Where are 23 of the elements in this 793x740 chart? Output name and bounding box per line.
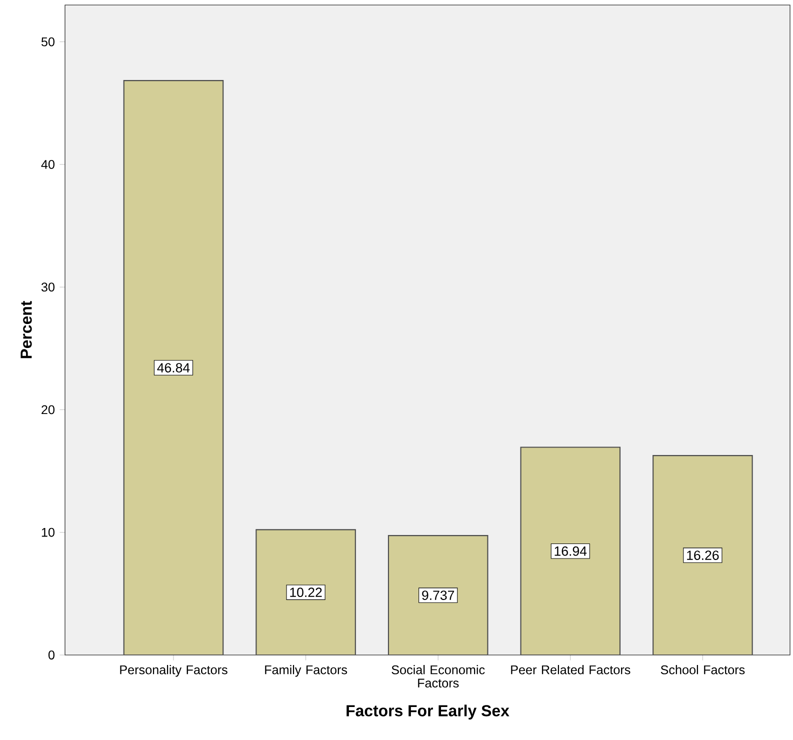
data-label: 16.94 — [554, 546, 587, 556]
x-tick-label: Peer Related Factors — [511, 665, 630, 674]
y-tick-label: 10 — [42, 528, 54, 537]
x-tick-label: Family Factors — [265, 665, 348, 677]
bar — [652, 455, 753, 655]
y-tick-label: 40 — [41, 160, 54, 169]
bar — [388, 535, 488, 655]
y-tick-label: 30 — [41, 282, 54, 292]
y-axis-title: Percent — [20, 300, 32, 358]
x-axis-title: Factors For Early Sex — [346, 704, 510, 720]
bar — [520, 446, 621, 655]
bar — [256, 529, 356, 655]
data-label: 9.737 — [422, 590, 454, 600]
data-label: 46.84 — [157, 363, 190, 372]
bar — [123, 80, 224, 655]
x-tick-label: Social Economic Factors — [392, 665, 485, 688]
y-tick-label: 20 — [42, 405, 54, 414]
data-label: 16.26 — [687, 550, 719, 560]
data-label: 10.22 — [290, 588, 322, 598]
x-tick-label: Personality Factors — [120, 665, 228, 677]
y-tick-label: 50 — [41, 37, 54, 46]
x-tick-label: School Factors — [660, 665, 745, 674]
y-tick-label: 0 — [48, 650, 54, 660]
